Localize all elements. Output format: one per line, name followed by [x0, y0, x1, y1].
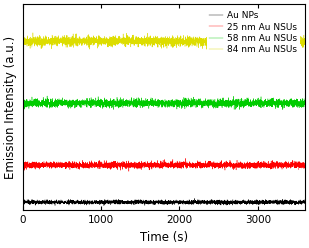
X-axis label: Time (s): Time (s) [140, 231, 188, 244]
25 nm Au NSUs [303, 166, 307, 169]
58 nm Au NSUs [192, 103, 195, 106]
58 nm Au NSUs [197, 102, 200, 105]
Legend: Au NPs, 25 nm Au NSUs, 58 nm Au NSUs, 84 nm Au NSUs: Au NPs, 25 nm Au NSUs, 58 nm Au NSUs, 84… [207, 9, 300, 57]
Au NPs [276, 200, 280, 203]
84 nm Au NSUs [197, 46, 200, 49]
25 nm Au NSUs [127, 170, 131, 173]
Au NPs [193, 197, 196, 200]
Au NPs [197, 200, 200, 203]
Au NPs [102, 204, 106, 207]
Line: 84 nm Au NSUs: 84 nm Au NSUs [23, 33, 305, 51]
84 nm Au NSUs [258, 50, 262, 53]
Y-axis label: Emission Intensity (a.u.): Emission Intensity (a.u.) [4, 36, 17, 179]
25 nm Au NSUs [184, 157, 187, 160]
Line: 25 nm Au NSUs: 25 nm Au NSUs [23, 158, 305, 171]
25 nm Au NSUs [21, 162, 25, 165]
25 nm Au NSUs [303, 163, 307, 166]
Line: 58 nm Au NSUs: 58 nm Au NSUs [23, 96, 305, 110]
58 nm Au NSUs [276, 98, 280, 101]
Au NPs [192, 201, 195, 204]
Au NPs [99, 200, 103, 203]
Au NPs [21, 199, 25, 202]
84 nm Au NSUs [276, 41, 280, 44]
58 nm Au NSUs [81, 99, 85, 102]
58 nm Au NSUs [45, 94, 49, 97]
Au NPs [303, 202, 307, 205]
25 nm Au NSUs [276, 165, 280, 168]
Au NPs [81, 200, 85, 203]
58 nm Au NSUs [303, 100, 307, 103]
Au NPs [303, 200, 307, 203]
84 nm Au NSUs [303, 41, 307, 44]
25 nm Au NSUs [197, 160, 200, 163]
25 nm Au NSUs [99, 164, 103, 167]
84 nm Au NSUs [31, 31, 35, 34]
84 nm Au NSUs [100, 42, 104, 45]
84 nm Au NSUs [192, 37, 195, 40]
Line: Au NPs: Au NPs [23, 198, 305, 206]
84 nm Au NSUs [303, 39, 307, 42]
25 nm Au NSUs [192, 165, 195, 168]
84 nm Au NSUs [81, 39, 85, 42]
58 nm Au NSUs [281, 108, 285, 111]
58 nm Au NSUs [100, 104, 104, 107]
25 nm Au NSUs [81, 165, 85, 168]
58 nm Au NSUs [21, 104, 25, 107]
84 nm Au NSUs [21, 41, 25, 44]
58 nm Au NSUs [303, 97, 307, 100]
